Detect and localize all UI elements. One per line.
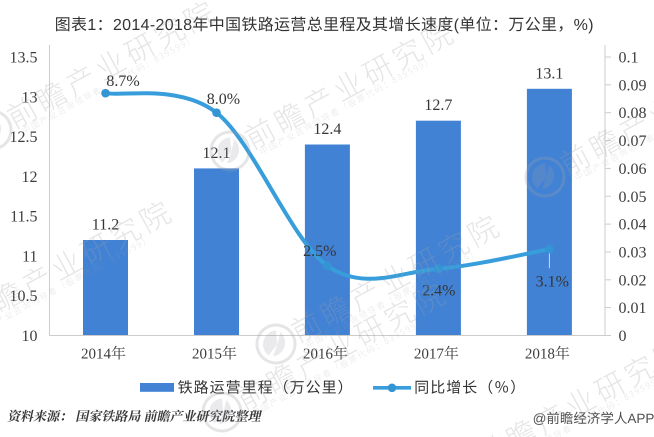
svg-text:12.4: 12.4 xyxy=(313,121,341,138)
svg-text:0.06: 0.06 xyxy=(619,161,647,178)
svg-text:13.5: 13.5 xyxy=(10,50,38,67)
svg-text:0.05: 0.05 xyxy=(619,189,647,206)
svg-text:10.5: 10.5 xyxy=(10,288,38,305)
svg-text:0.07: 0.07 xyxy=(619,133,647,150)
svg-text:12.7: 12.7 xyxy=(424,97,452,114)
svg-text:11.5: 11.5 xyxy=(10,209,37,226)
svg-text:0: 0 xyxy=(619,328,627,345)
svg-text:0.03: 0.03 xyxy=(619,245,647,262)
svg-text:0.1: 0.1 xyxy=(619,50,639,67)
svg-text:12.5: 12.5 xyxy=(10,129,38,146)
svg-text:0.02: 0.02 xyxy=(619,272,647,289)
svg-text:8.0%: 8.0% xyxy=(207,91,240,108)
svg-text:8.7%: 8.7% xyxy=(106,73,139,90)
svg-text:2.4%: 2.4% xyxy=(422,283,455,300)
svg-text:13.1: 13.1 xyxy=(535,65,563,82)
svg-text:0.04: 0.04 xyxy=(619,217,647,234)
svg-text:12: 12 xyxy=(22,169,38,186)
svg-text:0.08: 0.08 xyxy=(619,105,647,122)
svg-text:0.01: 0.01 xyxy=(619,300,647,317)
svg-text:0.09: 0.09 xyxy=(619,77,647,94)
svg-text:11: 11 xyxy=(22,248,37,265)
svg-text:11.2: 11.2 xyxy=(92,217,119,234)
svg-text:10: 10 xyxy=(22,328,38,345)
svg-text:3.1%: 3.1% xyxy=(536,274,569,291)
svg-text:2.5%: 2.5% xyxy=(303,243,336,260)
